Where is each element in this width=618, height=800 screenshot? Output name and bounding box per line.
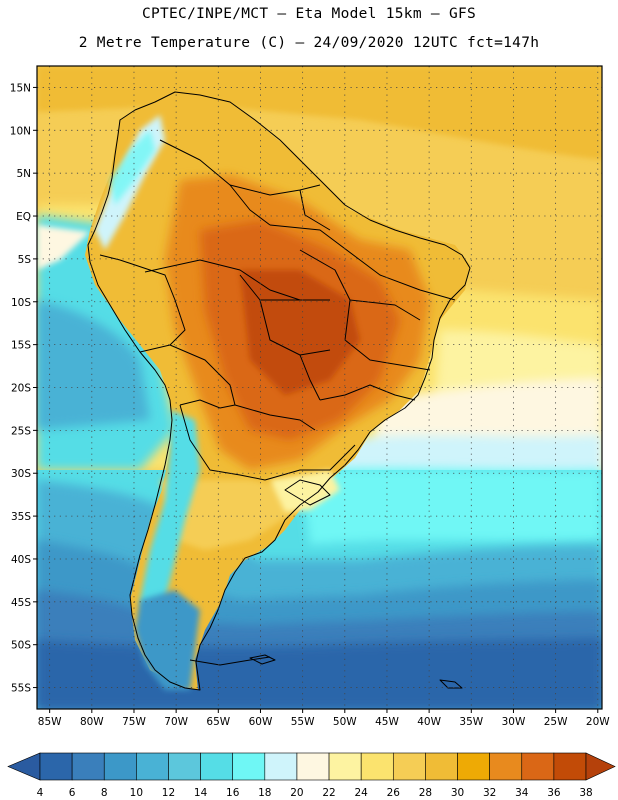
colorbar-label: 38 [579, 787, 592, 799]
land-field [85, 90, 470, 690]
colorbar-swatch [39, 752, 73, 781]
lon-label: 80W [80, 716, 104, 728]
colorbar-swatch [521, 752, 555, 781]
axis-labels: 15N 10N 5N EQ 5S 10S 15S 20S 25S 30S 35S 40S 45S 50S 5… [10, 82, 610, 728]
lat-label: 5N [16, 168, 31, 180]
lat-label: 25S [11, 425, 31, 437]
colorbar-swatch [136, 752, 169, 781]
colorbar-label: 24 [354, 787, 368, 799]
colorbar-label: 20 [290, 787, 303, 799]
lat-label: 35S [11, 511, 31, 523]
lat-label: 45S [11, 597, 31, 609]
colorbar-label: 16 [226, 787, 240, 799]
lon-label: 40W [417, 716, 441, 728]
lon-label: 25W [544, 716, 568, 728]
colorbar-swatch [425, 752, 458, 781]
colorbar-swatch [457, 752, 490, 781]
colorbar-label: 8 [101, 787, 108, 799]
colorbar-swatch [296, 752, 330, 781]
lon-label: 45W [375, 716, 399, 728]
lat-label: EQ [16, 211, 31, 223]
lat-label: 40S [11, 554, 31, 566]
lat-label: 10S [11, 297, 31, 309]
colorbar-swatch [328, 752, 362, 781]
colorbar-swatch [392, 752, 426, 781]
lon-label: 50W [333, 716, 357, 728]
colorbar-swatch [360, 752, 394, 781]
colorbar-label: 14 [194, 787, 208, 799]
lat-label: 20S [11, 383, 31, 395]
lat-label: 50S [11, 640, 31, 652]
lon-label: 70W [164, 716, 188, 728]
colorbar-label: 32 [483, 787, 496, 799]
title-line-1: CPTEC/INPE/MCT – Eta Model 15km – GFS [141, 6, 477, 22]
lon-label: 75W [122, 716, 146, 728]
lat-label: 5S [18, 254, 32, 266]
colorbar-label: 6 [69, 787, 76, 799]
colorbar-swatch [232, 752, 266, 781]
colorbar-high-arrow [585, 752, 616, 781]
lon-label: 30W [502, 716, 526, 728]
colorbar-swatch [489, 752, 523, 781]
colorbar-label: 18 [258, 787, 271, 799]
lat-label: 15N [10, 82, 31, 94]
colorbar-swatch [264, 752, 298, 781]
colorbar-label: 4 [37, 787, 44, 799]
lat-label: 10N [10, 125, 31, 137]
lon-label: 20W [586, 716, 610, 728]
lat-label: 30S [11, 468, 31, 480]
colorbar-label: 36 [547, 787, 561, 799]
colorbar-swatch [103, 752, 137, 781]
colorbar-low-arrow [7, 752, 41, 781]
colorbar-swatch [168, 752, 201, 781]
colorbar-swatch [200, 752, 234, 781]
lon-label: 55W [291, 716, 315, 728]
colorbar-label: 30 [451, 787, 464, 799]
lon-label: 85W [38, 716, 62, 728]
lat-label: 15S [11, 340, 31, 352]
lat-label: 55S [11, 683, 31, 695]
lon-label: 65W [206, 716, 230, 728]
title-line-2: 2 Metre Temperature (C) – 24/09/2020 12U… [78, 35, 540, 51]
lon-label: 60W [249, 716, 273, 728]
colorbar-swatch [553, 752, 587, 781]
lon-label: 35W [459, 716, 483, 728]
colorbar-label: 28 [419, 787, 432, 799]
colorbar-label: 10 [130, 787, 143, 799]
colorbar-label: 34 [515, 787, 529, 799]
colorbar-label: 26 [387, 787, 401, 799]
colorbar: 4 6 8 10 12 14 16 18 20 22 24 26 28 30 32 34 36 38 [7, 752, 616, 799]
graticule [37, 66, 602, 709]
colorbar-label: 12 [162, 787, 175, 799]
colorbar-swatch [71, 752, 105, 781]
colorbar-label: 22 [322, 787, 335, 799]
